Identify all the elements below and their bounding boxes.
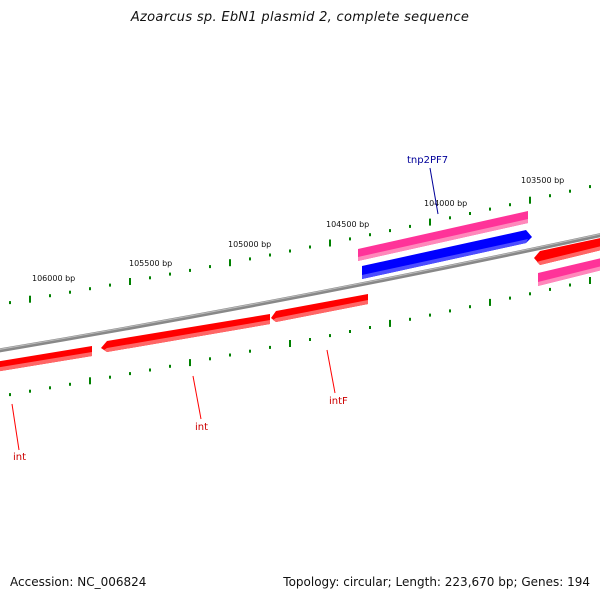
- gene-label-int-left: int: [13, 452, 26, 463]
- gene-int-middle-shade: [104, 320, 270, 352]
- gene-label-int-middle: int: [195, 422, 208, 433]
- tick-label-105000: 105000 bp: [228, 240, 271, 249]
- leader-line-int-middle: [192, 375, 202, 420]
- outer-tick-track: [9, 185, 591, 305]
- gene-red-right-shade: [537, 246, 600, 265]
- tick-label-106000: 106000 bp: [32, 274, 75, 283]
- gene-red-right[interactable]: [534, 236, 600, 265]
- gene-label-intF: intF: [329, 396, 348, 407]
- gene-pink-right-shade: [538, 266, 600, 286]
- plasmid-backbone-highlight: [0, 233, 600, 350]
- gene-label-tnp2PF7: tnp2PF7: [407, 155, 448, 166]
- tick-label-103500: 103500 bp: [521, 176, 564, 185]
- footer-stats: Topology: circular; Length: 223,670 bp; …: [283, 575, 590, 589]
- leader-line-int-left: [11, 403, 20, 451]
- gene-blue-forward-shade: [362, 239, 528, 279]
- tick-label-104000: 104000 bp: [424, 199, 467, 208]
- map-title: Azoarcus sp. EbN1 plasmid 2, complete se…: [130, 10, 470, 25]
- leader-line-intF: [326, 349, 336, 394]
- leader-line-tnp2PF7: [429, 167, 439, 215]
- inner-tick-track: [9, 277, 591, 397]
- gene-intF-shade: [273, 300, 368, 322]
- tick-label-104500: 104500 bp: [326, 220, 369, 229]
- footer-accession: Accession: NC_006824: [10, 575, 147, 589]
- gene-int-left-shade: [0, 352, 92, 372]
- plasmid-backbone: [0, 233, 600, 353]
- tick-label-105500: 105500 bp: [129, 259, 172, 268]
- gene-tnp2PF7-shade: [358, 219, 528, 261]
